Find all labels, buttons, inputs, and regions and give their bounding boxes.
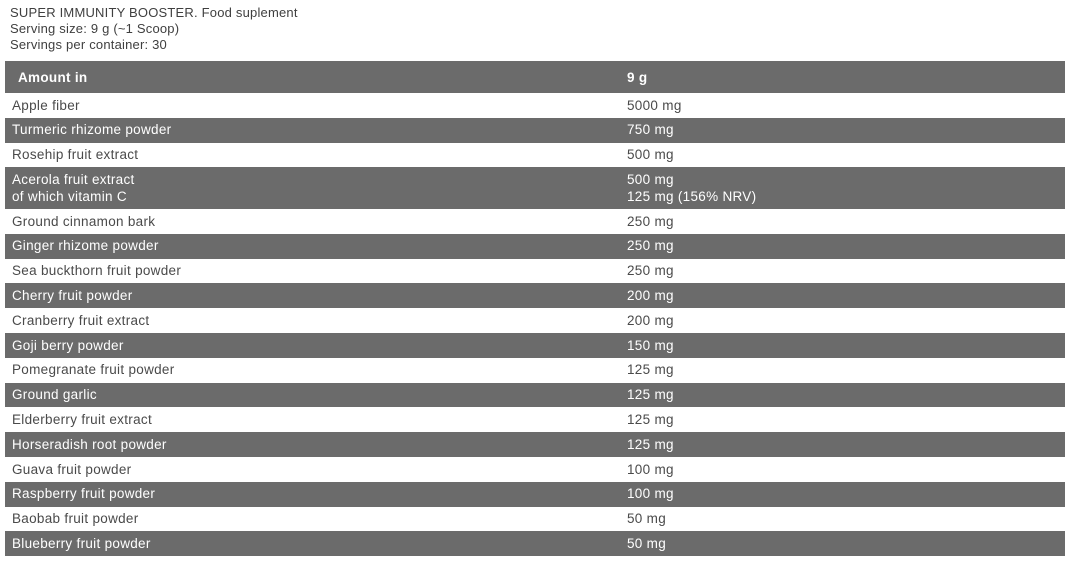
- ingredient-name: Cherry fruit powder: [12, 288, 133, 304]
- table-row: Ginger rhizome powder 250 mg: [5, 233, 1065, 259]
- ingredient-name: Ginger rhizome powder: [12, 238, 159, 254]
- table-row: Pomegranate fruit powder 125 mg: [5, 357, 1065, 383]
- table-row: Ground cinnamon bark 250 mg: [5, 208, 1065, 234]
- ingredient-amount: 250 mg: [627, 263, 674, 279]
- ingredient-amount: 100 mg: [627, 486, 674, 502]
- ingredient-name: Baobab fruit powder: [12, 511, 139, 527]
- ingredient-name: Guava fruit powder: [12, 461, 132, 477]
- ingredient-amount: 250 mg: [627, 213, 674, 229]
- servings-per-container: Servings per container: 30: [10, 37, 167, 53]
- product-title: SUPER IMMUNITY BOOSTER. Food suplement: [10, 5, 298, 20]
- table-header-row: Amount in 9 g: [5, 61, 1065, 93]
- table-row: Sea buckthorn fruit powder 250 mg: [5, 258, 1065, 284]
- serving-size: Serving size: 9 g (~1 Scoop): [10, 21, 180, 37]
- ingredient-name: Cranberry fruit extract: [12, 312, 150, 328]
- table-row: Rosehip fruit extract 500 mg: [5, 142, 1065, 168]
- supplement-facts-table: Amount in 9 g Apple fiber 5000 mg Turmer…: [5, 61, 1065, 557]
- ingredient-name: Turmeric rhizome powder: [12, 122, 172, 138]
- ingredient-name: Raspberry fruit powder: [12, 486, 156, 502]
- ingredient-amount: 125 mg: [627, 387, 674, 403]
- table-row: Apple fiber 5000 mg: [5, 93, 1065, 118]
- table-row: Acerola fruit extract of which vitamin C …: [5, 167, 1065, 209]
- ingredient-name: Goji berry powder: [12, 337, 124, 353]
- ingredient-amount: 100 mg: [627, 461, 674, 477]
- table-row: Elderberry fruit extract 125 mg: [5, 407, 1065, 433]
- table-row: Cherry fruit powder 200 mg: [5, 283, 1065, 309]
- ingredient-amount: 125 mg: [627, 362, 674, 378]
- ingredient-amount: 200 mg: [627, 288, 674, 304]
- ingredient-name: Pomegranate fruit powder: [12, 362, 175, 378]
- ingredient-name: Apple fiber: [12, 97, 80, 113]
- ingredient-name: Horseradish root powder: [12, 436, 167, 452]
- ingredient-amount: 500 mg 125 mg (156% NRV): [627, 171, 757, 205]
- ingredient-amount: 200 mg: [627, 312, 674, 328]
- table-body: Apple fiber 5000 mg Turmeric rhizome pow…: [5, 93, 1065, 557]
- ingredient-name: Rosehip fruit extract: [12, 147, 139, 163]
- table-row: Ground garlic 125 mg: [5, 382, 1065, 408]
- table-row: Cranberry fruit extract 200 mg: [5, 308, 1065, 333]
- ingredient-name: Ground garlic: [12, 387, 97, 403]
- table-row: Horseradish root powder 125 mg: [5, 432, 1065, 457]
- ingredient-name: Elderberry fruit extract: [12, 412, 152, 427]
- table-row: Turmeric rhizome powder 750 mg: [5, 117, 1065, 143]
- ingredient-amount: 50 mg: [627, 511, 667, 527]
- ingredient-name: Acerola fruit extract of which vitamin C: [12, 171, 135, 205]
- table-row: Baobab fruit powder 50 mg: [5, 506, 1065, 532]
- table-row: Guava fruit powder 100 mg: [5, 456, 1065, 482]
- header-amount-in: Amount in: [18, 69, 88, 85]
- table-row: Blueberry fruit powder 50 mg: [5, 531, 1065, 557]
- ingredient-name: Sea buckthorn fruit powder: [12, 263, 182, 279]
- product-info-block: SUPER IMMUNITY BOOSTER. Food suplement S…: [10, 5, 298, 54]
- ingredient-amount: 750 mg: [627, 122, 674, 138]
- ingredient-amount: 125 mg: [627, 412, 674, 427]
- ingredient-amount: 250 mg: [627, 238, 674, 254]
- ingredient-amount: 125 mg: [627, 436, 674, 452]
- ingredient-amount: 150 mg: [627, 337, 674, 353]
- ingredient-amount: 500 mg: [627, 147, 674, 163]
- ingredient-name: Blueberry fruit powder: [12, 535, 151, 551]
- ingredient-name: Ground cinnamon bark: [12, 213, 156, 229]
- ingredient-amount: 5000 mg: [627, 97, 682, 113]
- table-row: Raspberry fruit powder 100 mg: [5, 481, 1065, 507]
- header-serving-size: 9 g: [627, 69, 648, 85]
- ingredient-amount: 50 mg: [627, 535, 667, 551]
- table-row: Goji berry powder 150 mg: [5, 332, 1065, 358]
